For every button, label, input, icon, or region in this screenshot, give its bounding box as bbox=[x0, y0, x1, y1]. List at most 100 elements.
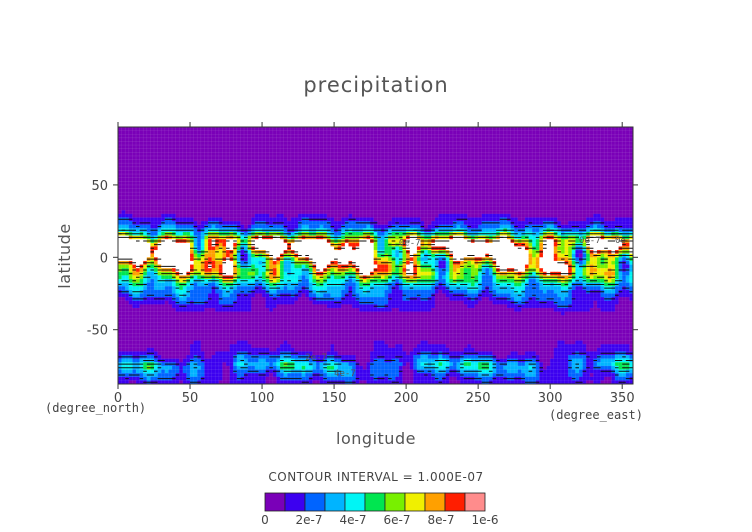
field-cell bbox=[226, 166, 231, 172]
field-cell bbox=[571, 163, 576, 168]
field-cell bbox=[334, 148, 339, 153]
field-cell bbox=[323, 155, 328, 161]
field-cell bbox=[398, 148, 404, 153]
field-cell bbox=[179, 141, 184, 146]
field-cell bbox=[290, 148, 296, 153]
field-cell bbox=[287, 166, 292, 172]
field-cell bbox=[359, 145, 364, 150]
field-cell bbox=[121, 137, 126, 143]
field-cell bbox=[589, 141, 594, 146]
field-cell bbox=[496, 177, 501, 182]
field-cell bbox=[571, 155, 576, 161]
field-cell bbox=[532, 141, 537, 146]
field-cell bbox=[143, 181, 148, 186]
field-cell bbox=[352, 170, 357, 175]
field-cell bbox=[582, 152, 587, 157]
field-cell bbox=[463, 137, 468, 143]
field-cell bbox=[200, 177, 206, 182]
field-cell bbox=[625, 166, 630, 172]
field-cell bbox=[398, 174, 404, 179]
field-cell bbox=[604, 141, 609, 146]
field-cell bbox=[420, 148, 425, 153]
field-cell bbox=[528, 174, 533, 179]
field-cell bbox=[532, 159, 537, 164]
field-cell bbox=[470, 130, 476, 135]
field-cell bbox=[182, 137, 188, 143]
field-cell bbox=[492, 130, 497, 135]
field-cell bbox=[204, 152, 209, 157]
field-cell bbox=[305, 155, 310, 161]
field-cell bbox=[258, 166, 263, 172]
field-cell bbox=[514, 163, 519, 168]
field-cell bbox=[362, 155, 368, 161]
field-cell bbox=[578, 174, 584, 179]
field-cell bbox=[251, 155, 256, 161]
field-cell bbox=[578, 177, 584, 182]
field-cell bbox=[337, 130, 342, 135]
field-cell bbox=[395, 166, 400, 172]
field-cell bbox=[337, 181, 342, 186]
field-cell bbox=[125, 127, 130, 132]
field-cell bbox=[341, 155, 346, 161]
field-cell bbox=[532, 155, 537, 161]
field-cell bbox=[607, 130, 612, 135]
field-cell bbox=[578, 163, 584, 168]
field-cell bbox=[442, 166, 447, 172]
field-cell bbox=[283, 130, 288, 135]
field-cell bbox=[474, 166, 479, 172]
field-cell bbox=[420, 145, 425, 150]
field-cell bbox=[208, 141, 213, 146]
field-cell bbox=[380, 177, 386, 182]
field-cell bbox=[265, 163, 270, 168]
field-cell bbox=[139, 134, 144, 139]
field-cell bbox=[521, 130, 526, 135]
field-cell bbox=[118, 141, 123, 146]
field-cell bbox=[575, 163, 580, 168]
field-cell bbox=[398, 152, 404, 157]
field-cell bbox=[236, 166, 242, 172]
field-cell bbox=[521, 152, 526, 157]
field-cell bbox=[344, 159, 350, 164]
field-cell bbox=[600, 141, 605, 146]
field-cell bbox=[557, 130, 562, 135]
field-cell bbox=[633, 174, 637, 178]
field-cell bbox=[535, 152, 540, 157]
field-cell bbox=[337, 174, 342, 179]
field-cell bbox=[272, 141, 278, 146]
field-cell bbox=[272, 152, 278, 157]
field-cell bbox=[557, 159, 562, 164]
field-cell bbox=[633, 192, 637, 196]
field-cell bbox=[283, 177, 288, 182]
field-cell bbox=[308, 177, 314, 182]
field-cell bbox=[161, 163, 166, 168]
field-cell bbox=[348, 127, 353, 132]
field-cell bbox=[341, 152, 346, 157]
field-cell bbox=[625, 127, 630, 132]
field-cell bbox=[341, 177, 346, 182]
field-cell bbox=[550, 177, 555, 182]
field-cell bbox=[406, 155, 411, 161]
field-cell bbox=[420, 177, 425, 182]
field-cell bbox=[593, 134, 598, 139]
field-cell bbox=[470, 127, 476, 132]
field-cell bbox=[208, 177, 213, 182]
field-cell bbox=[265, 134, 270, 139]
field-cell bbox=[240, 166, 245, 172]
field-cell bbox=[262, 155, 267, 161]
field-cell bbox=[521, 141, 526, 146]
field-cell bbox=[244, 177, 249, 182]
field-cell bbox=[470, 170, 476, 175]
field-cell bbox=[506, 166, 512, 172]
field-cell bbox=[618, 148, 623, 153]
field-cell bbox=[157, 141, 162, 146]
field-cell bbox=[503, 174, 508, 179]
field-cell bbox=[244, 137, 249, 143]
field-cell bbox=[143, 170, 148, 175]
field-cell bbox=[402, 177, 407, 182]
field-cell bbox=[575, 134, 580, 139]
field-cell bbox=[215, 174, 220, 179]
field-cell bbox=[424, 137, 429, 143]
field-cell bbox=[380, 155, 386, 161]
field-cell bbox=[308, 159, 314, 164]
field-cell bbox=[146, 134, 152, 139]
